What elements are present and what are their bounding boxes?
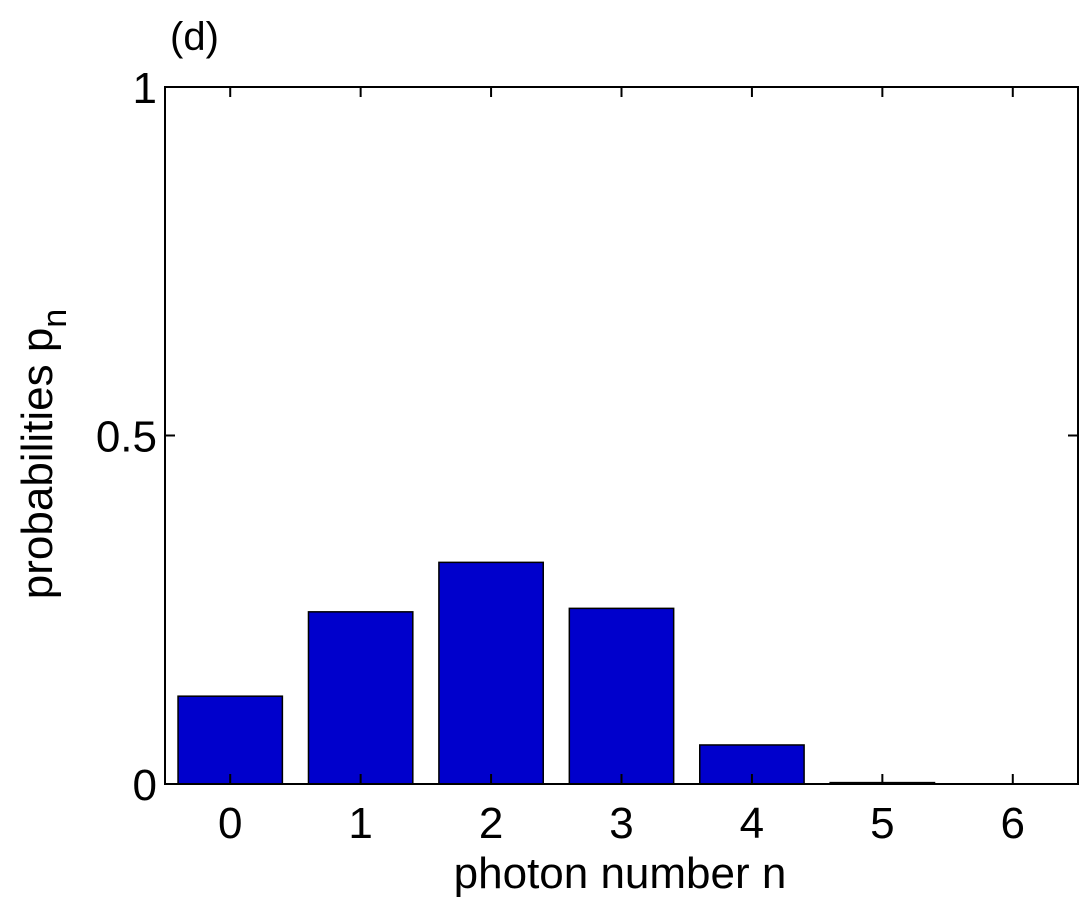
svg-text:probabilities pn: probabilities pn (13, 309, 74, 599)
y-axis-label-group: probabilities pn (13, 309, 74, 599)
x-tick-label-3: 3 (609, 799, 633, 848)
y-tick-label-0.5: 0.5 (96, 413, 157, 462)
x-tick-label-4: 4 (740, 799, 764, 848)
tick-labels-group: 0 1 2 3 4 5 6 0 0.5 1 (96, 64, 1025, 848)
panel-label: (d) (170, 15, 219, 59)
x-axis-label: photon number n (454, 849, 787, 898)
ticks-group (165, 86, 1078, 785)
y-tick-label-1: 1 (133, 64, 157, 113)
bar-1 (307, 611, 414, 785)
y-axis-label-subscript: n (36, 309, 74, 328)
bar-0 (177, 695, 284, 785)
x-tick-label-6: 6 (1001, 799, 1025, 848)
y-tick-label-0: 0 (133, 761, 157, 810)
bar-3 (568, 607, 675, 785)
bar-2 (438, 561, 544, 785)
x-tick-label-0: 0 (218, 799, 242, 848)
bars-group (177, 561, 936, 785)
x-tick-label-5: 5 (870, 799, 894, 848)
x-tick-label-2: 2 (479, 799, 503, 848)
x-tick-label-1: 1 (348, 799, 372, 848)
y-axis-label: probabilities p (13, 328, 62, 600)
